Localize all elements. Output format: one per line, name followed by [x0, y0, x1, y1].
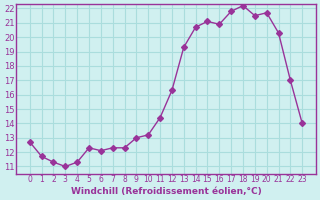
X-axis label: Windchill (Refroidissement éolien,°C): Windchill (Refroidissement éolien,°C) [71, 187, 261, 196]
